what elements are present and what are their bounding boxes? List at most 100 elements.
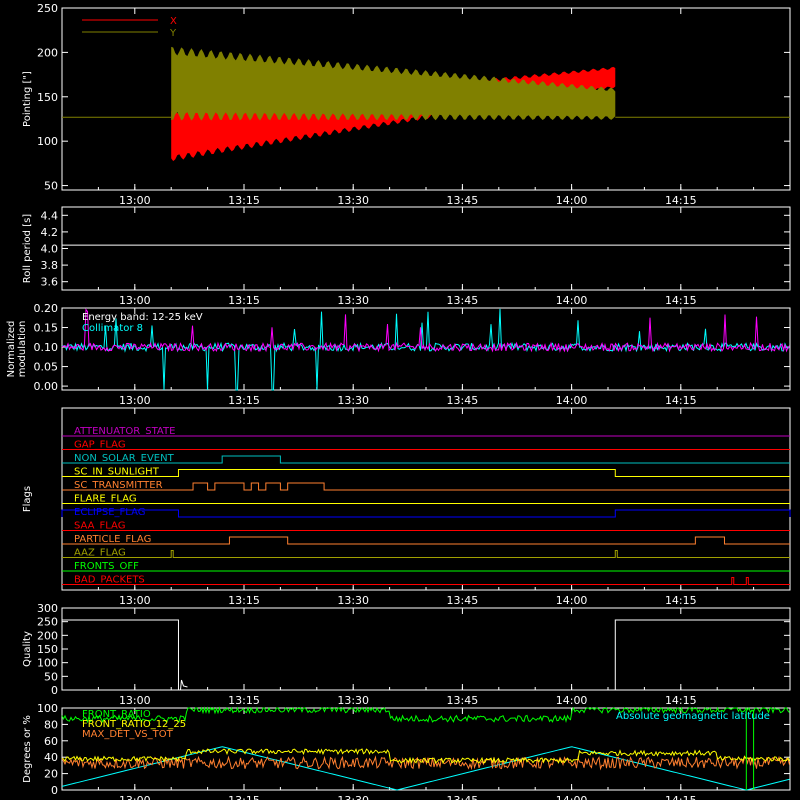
- x-tick-label: 13:00: [119, 394, 151, 407]
- x-tick-label: 14:00: [556, 194, 588, 207]
- y-tick-label: 0.20: [34, 302, 59, 315]
- x-tick-label: 13:45: [447, 794, 479, 800]
- flag-label: FRONTS_OFF: [74, 561, 139, 572]
- x-tick-label: 13:45: [447, 394, 479, 407]
- y-tick-label: 50: [44, 670, 58, 683]
- y-tick-label: 150: [37, 643, 58, 656]
- y-axis-label: Normalized: [6, 321, 17, 378]
- x-tick-label: 13:15: [228, 794, 260, 800]
- legend-label: Y: [169, 28, 177, 39]
- x-tick-label: 13:00: [119, 194, 151, 207]
- y-axis-label: Flags: [22, 486, 33, 512]
- flag-label: NON_SOLAR_EVENT: [74, 453, 175, 464]
- flag-line: [61, 509, 791, 518]
- x-tick-label: 14:00: [556, 294, 588, 307]
- x-tick-label: 14:00: [556, 594, 588, 607]
- y-tick-label: 80: [44, 718, 58, 731]
- x-tick-label: 13:45: [447, 694, 479, 707]
- flag-label: PARTICLE_FLAG: [74, 534, 151, 545]
- x-tick-label: 13:00: [119, 694, 151, 707]
- quality-panel: 13:00 13:15 13:30 13:45 14:00 14:150501001502…: [22, 602, 791, 707]
- y-tick-label: 250: [37, 2, 58, 15]
- y-tick-label: 100: [37, 702, 58, 715]
- x-tick-label: 13:15: [228, 294, 260, 307]
- flag-line: [62, 482, 790, 491]
- flags-panel: 13:00 13:15 13:30 13:45 14:00 14:15 Flags ATTEN…: [22, 407, 791, 607]
- front-ratio-12-25-series: [61, 748, 790, 765]
- flag-label: BAD_PACKETS: [74, 575, 145, 586]
- legend-label: MAX_DET_VS_TOT: [82, 729, 174, 740]
- flag-label: AAZ_FLAG: [74, 548, 126, 559]
- y-axis-label: modulation: [17, 321, 28, 378]
- y-tick-label: 4.2: [41, 226, 59, 239]
- y-tick-label: 3.6: [41, 276, 59, 289]
- y-tick-label: 200: [37, 629, 58, 642]
- x-tick-label: 14:00: [556, 394, 588, 407]
- modulation-panel: 13:00 13:15 13:30 13:45 14:00 14:15 0.00 0.05 0.…: [6, 302, 791, 407]
- x-tick-label: 14:15: [665, 294, 697, 307]
- x-tick-label: 13:00: [119, 294, 151, 307]
- front-ratio-series: [61, 706, 790, 724]
- modulation-annotation: Energy band: 12-25 keV: [82, 312, 203, 323]
- y-tick-label: 0.10: [34, 341, 59, 354]
- y-tick-label: 3.8: [41, 259, 59, 272]
- x-tick-label: 13:15: [228, 394, 260, 407]
- x-tick-label: 13:45: [447, 594, 479, 607]
- flag-label: ATTENUATOR_STATE: [74, 426, 175, 437]
- flag-label: FLARE_FLAG: [74, 494, 137, 505]
- x-tick-label: 13:30: [337, 594, 369, 607]
- y-tick-label: 0.15: [34, 322, 59, 335]
- y-axis-label: Roll period [s]: [22, 214, 33, 283]
- y-tick-label: 200: [37, 46, 58, 59]
- flag-label: ECLIPSE_FLAG: [74, 507, 145, 518]
- flag-line: [62, 469, 790, 477]
- y-tick-label: 50: [44, 180, 58, 193]
- pointing-panel: 13:00 13:15 13:30 13:45 14:00 14:15 50 100 150 20…: [22, 2, 791, 207]
- flag-line: [62, 455, 790, 464]
- x-tick-label: 13:45: [447, 194, 479, 207]
- x-tick-label: 13:30: [337, 394, 369, 407]
- collimator-series-magenta: [61, 308, 790, 353]
- modulation-annotation: Collimator 8: [82, 323, 143, 334]
- x-tick-label: 13:30: [337, 294, 369, 307]
- x-tick-label: 14:15: [665, 594, 697, 607]
- x-tick-label: 13:15: [228, 594, 260, 607]
- x-tick-label: 14:15: [665, 694, 697, 707]
- y-axis-label: Degrees or %: [22, 715, 33, 783]
- degrees-panel: 13:00 13:15 13:30 13:45 14:00 14:15 0 20 40 60 80 1…: [22, 702, 791, 800]
- y-tick-label: 100: [37, 657, 58, 670]
- flag-label: SAA_FLAG: [74, 521, 125, 532]
- legend-label: FRONT_RATIO_12_25: [82, 719, 186, 730]
- y-pointing-band: [171, 46, 616, 121]
- quality-spike: [179, 679, 188, 691]
- x-tick-label: 14:15: [665, 194, 697, 207]
- x-tick-label: 14:00: [556, 694, 588, 707]
- y-axis-label: Pointing ["]: [22, 71, 33, 127]
- quality-line: [62, 619, 790, 691]
- y-tick-label: 300: [37, 602, 58, 615]
- flag-line: [62, 550, 790, 558]
- legend-label: Absolute geomagnetic latitude: [616, 711, 770, 722]
- y-tick-label: 0: [51, 784, 58, 797]
- flag-label: SC_IN_SUNLIGHT: [74, 467, 160, 478]
- flag-label: SC_TRANSMITTER: [74, 480, 163, 491]
- x-tick-label: 13:45: [447, 294, 479, 307]
- y-tick-label: 60: [44, 735, 58, 748]
- x-tick-label: 14:15: [665, 794, 697, 800]
- y-tick-label: 40: [44, 751, 58, 764]
- x-tick-label: 13:00: [119, 794, 151, 800]
- x-tick-label: 13:15: [228, 694, 260, 707]
- y-tick-label: 20: [44, 768, 58, 781]
- y-tick-label: 150: [37, 91, 58, 104]
- x-tick-label: 13:30: [337, 194, 369, 207]
- flag-label: GAP_FLAG: [74, 440, 126, 451]
- y-tick-label: 0.00: [34, 380, 59, 393]
- x-tick-label: 14:15: [665, 394, 697, 407]
- geomagnetic-latitude-series: [61, 746, 790, 791]
- y-axis-label: Quality: [22, 631, 33, 667]
- x-tick-label: 13:15: [228, 194, 260, 207]
- y-tick-label: 4.4: [41, 209, 59, 222]
- y-tick-label: 4.0: [41, 243, 59, 256]
- x-tick-label: 14:00: [556, 794, 588, 800]
